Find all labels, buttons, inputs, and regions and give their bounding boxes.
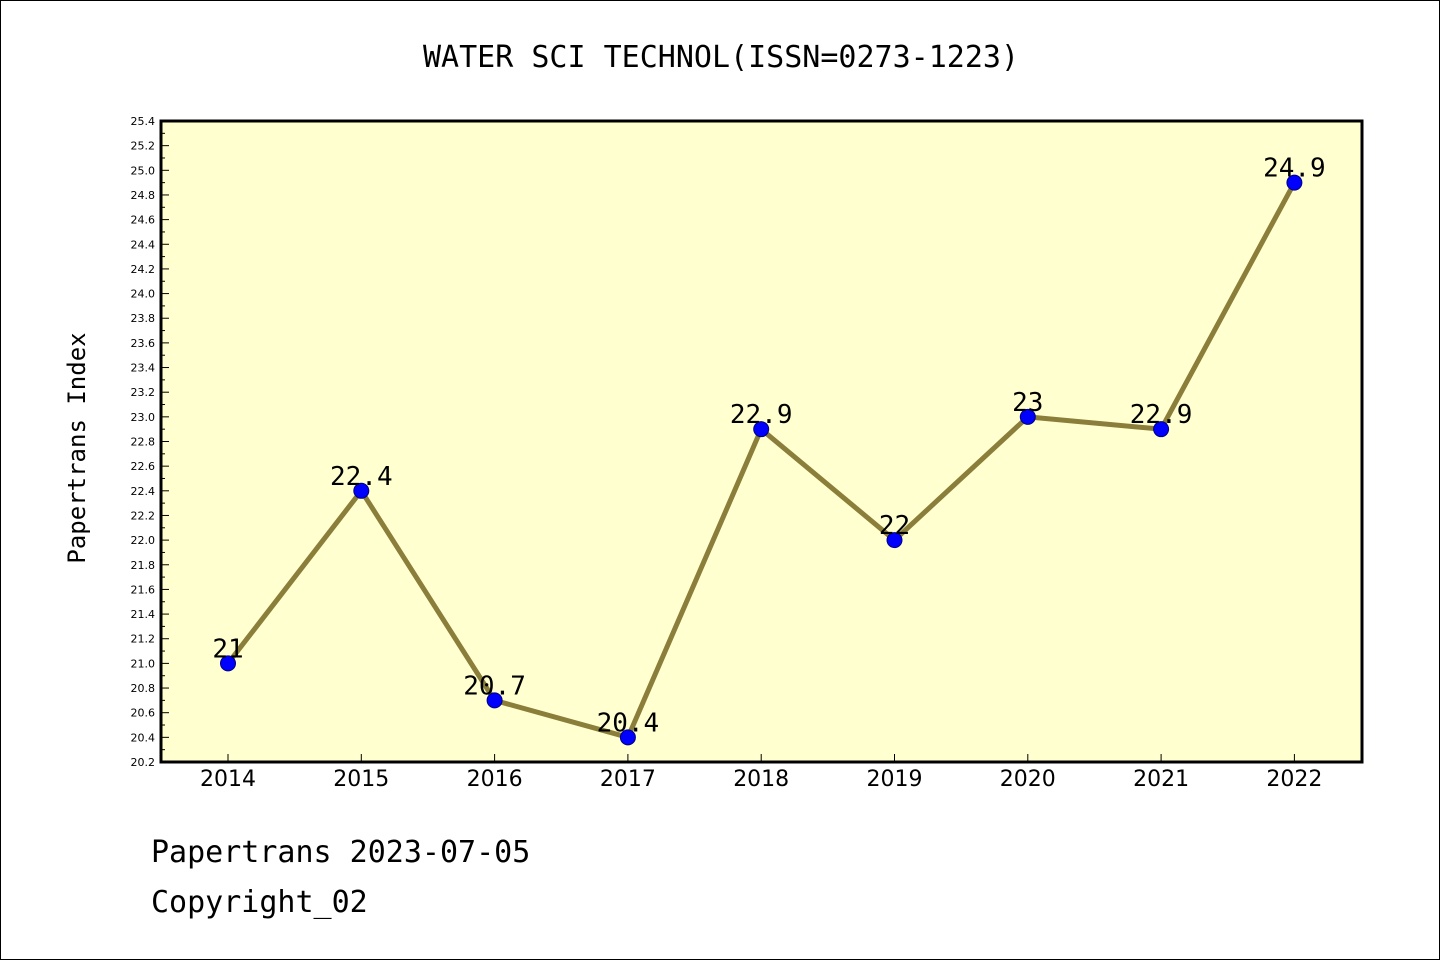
plot-area — [159, 119, 1364, 764]
data-point — [220, 655, 236, 672]
y-tick-label: 22.6 — [131, 460, 156, 473]
y-tick-label: 24.2 — [131, 263, 156, 276]
x-tick-label: 2014 — [200, 767, 256, 792]
x-tick-label: 2020 — [1000, 767, 1056, 792]
chart-title: WATER SCI TECHNOL(ISSN=0273-1223) — [423, 40, 1019, 75]
data-point — [619, 729, 636, 746]
data-label: 24.9 — [1263, 154, 1326, 184]
y-tick-label: 23.0 — [131, 411, 156, 424]
data-label: 22 — [879, 511, 910, 541]
x-tick-label: 2016 — [467, 767, 523, 792]
y-tick-label: 25.2 — [131, 140, 156, 153]
x-tick-label: 2018 — [733, 767, 789, 792]
data-point — [886, 532, 903, 549]
y-tick-label: 24.4 — [131, 238, 156, 251]
x-tick-label: 2017 — [600, 767, 656, 792]
y-tick-label: 22.8 — [131, 436, 156, 449]
y-tick-label: 22.4 — [131, 485, 156, 498]
data-label: 22.4 — [330, 462, 393, 492]
y-tick-label: 23.6 — [131, 337, 156, 350]
y-tick-label: 22.0 — [131, 534, 156, 547]
y-tick-label: 23.4 — [131, 362, 156, 375]
y-tick-label: 24.8 — [131, 189, 156, 202]
y-tick-label: 24.0 — [131, 288, 156, 301]
x-axis: 2014 2015 2016 2017 2018 2019 2020 2021 2022 — [200, 754, 1322, 792]
x-tick-label: 2021 — [1133, 767, 1189, 792]
y-tick-label: 20.2 — [131, 756, 156, 769]
y-tick-label: 20.8 — [131, 682, 156, 695]
data-point — [353, 482, 370, 499]
y-tick-label: 25.0 — [131, 164, 156, 177]
y-axis-label: Papertrans Index — [63, 332, 91, 563]
x-tick-label: 2022 — [1266, 767, 1322, 792]
data-point — [1153, 421, 1170, 438]
y-tick-label: 23.2 — [131, 386, 156, 399]
data-point — [753, 421, 770, 438]
y-tick-label: 21.8 — [131, 559, 156, 572]
data-point — [486, 692, 503, 709]
data-label: 22.9 — [730, 400, 793, 430]
y-tick-label: 21.4 — [131, 608, 156, 621]
y-axis: 20.2 20.4 20.6 20.8 21.0 21.2 21.4 21.6 21.8 22.0… — [131, 115, 169, 769]
y-tick-label: 25.4 — [131, 115, 156, 128]
y-tick-label: 21.6 — [131, 583, 156, 596]
y-tick-label: 20.6 — [131, 707, 156, 720]
y-tick-label: 22.2 — [131, 509, 156, 522]
data-label: 23 — [1012, 388, 1043, 418]
data-label: 22.9 — [1130, 400, 1193, 430]
data-point — [1019, 408, 1036, 425]
y-tick-label: 23.8 — [131, 312, 156, 325]
x-tick-label: 2019 — [867, 767, 923, 792]
data-points — [220, 174, 1303, 746]
x-tick-label: 2015 — [333, 767, 389, 792]
y-tick-label: 24.6 — [131, 214, 156, 227]
data-label: 21 — [212, 634, 243, 664]
y-tick-label: 20.4 — [131, 731, 156, 744]
data-label: 20.4 — [597, 708, 660, 738]
data-label: 20.7 — [463, 671, 526, 701]
footer-copyright: Copyright_02 — [151, 885, 368, 920]
data-point — [1286, 174, 1303, 191]
y-tick-label: 21.2 — [131, 633, 156, 646]
footer-date: Papertrans 2023-07-05 — [151, 835, 531, 870]
data-labels: 21 22.4 20.7 20.4 22.9 22 23 22.9 24.9 — [212, 154, 1325, 739]
y-tick-label: 21.0 — [131, 657, 156, 670]
